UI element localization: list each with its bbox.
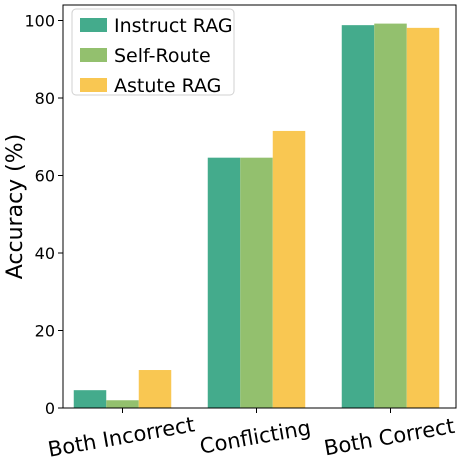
y-tick-label: 0 [45,399,55,418]
y-axis-title: Accuracy (%) [3,134,28,280]
bars-layer [73,23,440,409]
bar-astute-rag-both-incorrect [138,370,172,408]
bar-self-route-conflicting [240,157,273,408]
bar-self-route-both-correct [374,23,407,408]
bar-astute-rag-both-correct [406,27,440,409]
y-tick-label: 20 [35,322,55,341]
bar-astute-rag-conflicting [272,130,306,408]
y-axis: 0 20 40 60 80 100 [24,12,63,418]
bar-instruct-rag-conflicting [207,157,241,408]
legend-label: Self-Route [114,45,211,67]
x-axis: Both Incorrect Conflicting Both Correct [46,408,456,462]
legend-label: Astute RAG [114,75,221,97]
legend-swatch [80,78,107,92]
bar-instruct-rag-both-correct [341,25,375,409]
bar-self-route-both-incorrect [106,400,139,408]
legend-box [71,8,235,96]
legend-label: Instruct RAG [114,15,233,37]
y-tick-label: 40 [35,244,55,263]
legend-swatch [80,48,107,62]
bar-instruct-rag-both-incorrect [73,390,107,408]
x-tick-label: Both Incorrect [46,412,196,461]
plot-frame [62,4,457,409]
legend: Instruct RAG Self-Route Astute RAG [71,8,235,97]
x-tick-label: Both Correct [322,414,456,461]
legend-swatch [80,18,107,32]
y-tick-label: 80 [35,89,55,108]
y-tick-label: 60 [35,167,55,186]
x-tick-label: Conflicting [198,416,313,459]
y-tick-label: 100 [24,12,55,31]
